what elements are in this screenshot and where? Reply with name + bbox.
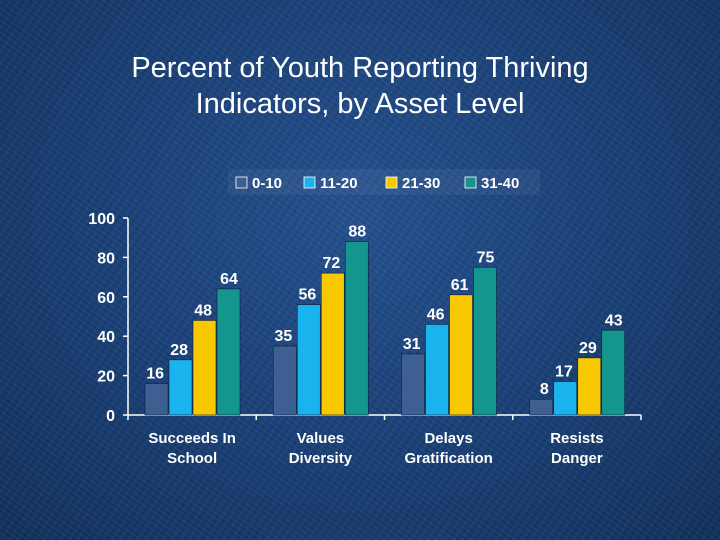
value-label-3-11-20: 17: [555, 364, 573, 381]
legend-label-11-20: 11-20: [320, 175, 358, 192]
value-label-0-31-40: 64: [220, 271, 238, 288]
bar-2-21-30: [449, 294, 473, 416]
bar-3-0-10: [529, 398, 554, 416]
value-label-2-0-10: 31: [403, 336, 421, 353]
y-tick-label-20: 20: [97, 369, 115, 386]
bar-1-11-20: [296, 304, 321, 416]
x-axis: [127, 414, 642, 420]
legend-swatch-31-40: [464, 176, 477, 189]
value-label-3-21-30: 29: [579, 340, 597, 357]
category-labels: Succeeds In School Values Diversity Delays Gr…: [148, 430, 603, 467]
bar-1-21-30: [320, 272, 345, 416]
y-tick-label-60: 60: [97, 290, 115, 307]
bar-2-11-20: [425, 324, 449, 416]
category-label-0-1: School: [167, 450, 217, 467]
category-label-1-0: Values: [297, 430, 345, 447]
category-label-3-0: Resists: [550, 430, 603, 447]
value-label-2-21-30: 61: [451, 277, 469, 294]
bar-0-0-10: [144, 383, 169, 416]
legend-label-0-10: 0-10: [252, 175, 282, 192]
y-axis: 0 20 40 60 80 100: [88, 211, 129, 425]
value-label-2-11-20: 46: [427, 306, 445, 323]
bar-0-31-40: [216, 288, 241, 416]
y-tick-label-80: 80: [97, 250, 115, 267]
category-label-2-0: Delays: [424, 430, 472, 447]
y-tick-label-40: 40: [97, 329, 115, 346]
legend-swatch-11-20: [303, 176, 316, 189]
y-tick-label-0: 0: [106, 408, 115, 425]
bar-2-31-40: [473, 266, 497, 416]
bar-0-21-30: [192, 320, 217, 416]
value-label-1-0-10: 35: [274, 328, 292, 345]
title-line-1: Percent of Youth Reporting Thriving: [131, 52, 589, 84]
legend-swatch-0-10: [235, 176, 248, 189]
category-label-1-1: Diversity: [289, 450, 353, 467]
bar-3-31-40: [601, 329, 626, 416]
bar-0-11-20: [168, 359, 193, 416]
legend-label-21-30: 21-30: [402, 175, 440, 192]
slide-title: Percent of Youth Reporting Thriving Indi…: [0, 50, 720, 122]
bar-1-0-10: [272, 345, 297, 416]
bars: [144, 241, 626, 416]
value-label-0-11-20: 28: [170, 342, 188, 359]
value-label-1-11-20: 56: [298, 287, 316, 304]
legend-swatch-21-30: [385, 176, 398, 189]
y-tick-label-100: 100: [88, 211, 115, 228]
value-label-1-31-40: 88: [348, 224, 366, 241]
bar-3-21-30: [577, 357, 602, 416]
value-label-1-21-30: 72: [322, 255, 340, 272]
category-label-3-1: Danger: [551, 450, 603, 467]
bar-1-31-40: [344, 241, 369, 416]
title-line-2: Indicators, by Asset Level: [195, 88, 525, 120]
value-label-2-31-40: 75: [477, 249, 495, 266]
value-label-0-0-10: 16: [146, 365, 164, 382]
value-labels: 16 28 48 64 35 56 72 88 31 46 61 75 8 17 29 43: [146, 224, 623, 399]
category-label-0-0: Succeeds In: [148, 430, 236, 447]
value-label-3-31-40: 43: [605, 312, 623, 329]
legend-label-31-40: 31-40: [481, 175, 519, 192]
bar-3-11-20: [553, 381, 578, 416]
legend: 0-10 11-20 21-30 31-40: [228, 169, 540, 195]
legend-box: [228, 169, 540, 195]
value-label-0-21-30: 48: [194, 302, 212, 319]
category-label-2-1: Gratification: [404, 450, 492, 467]
bar-2-0-10: [401, 353, 425, 416]
value-label-3-0-10: 8: [540, 381, 549, 398]
